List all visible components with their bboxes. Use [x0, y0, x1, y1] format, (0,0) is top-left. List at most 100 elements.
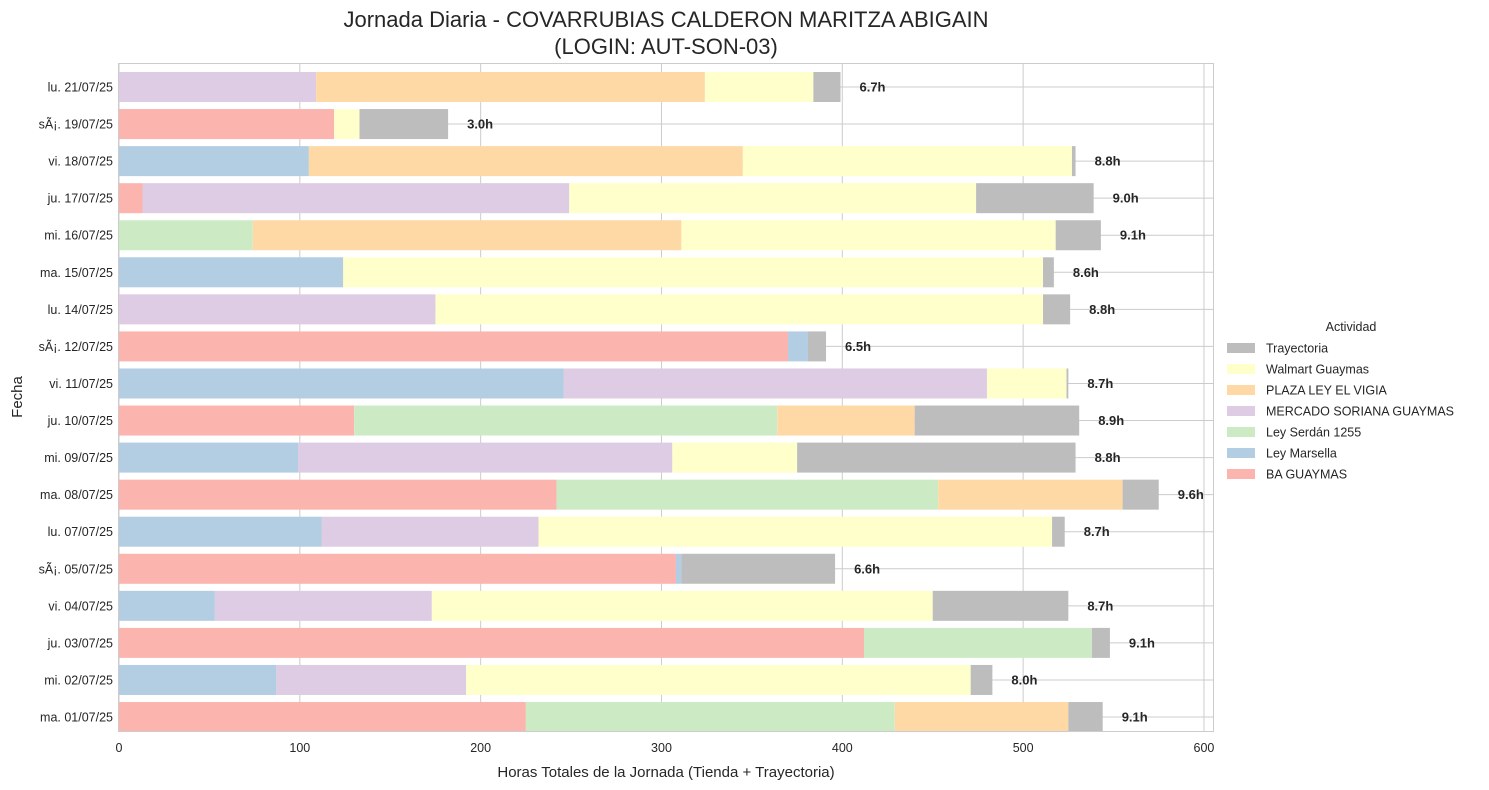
total-hours-label: 9.1h	[1120, 228, 1146, 243]
bar-segment	[431, 590, 933, 621]
bar-segment	[298, 442, 673, 473]
labels-layer: 6.7h 3.0h 8.8h 9.0h 9.1h 8.6h 8.8h 6.5h 8.7h 8.9h…	[467, 80, 1204, 725]
bar-segment	[556, 479, 939, 510]
bar-segment	[119, 220, 253, 251]
legend-entry: Ley Marsella	[1266, 447, 1337, 461]
total-hours-label: 3.0h	[467, 117, 493, 132]
total-hours-label: 9.0h	[1113, 191, 1139, 206]
x-tick-label: 400	[832, 741, 853, 755]
bar-segment	[214, 590, 432, 621]
bar-segment	[343, 257, 1044, 288]
total-hours-label: 8.8h	[1095, 450, 1121, 465]
bar-segment	[894, 702, 1069, 733]
bar-segment	[119, 590, 215, 621]
bar-segment	[788, 331, 808, 362]
x-tick-label: 500	[1013, 741, 1034, 755]
chart-title: Jornada Diaria - COVARRUBIAS CALDERON MA…	[343, 7, 988, 32]
bar-segment	[1122, 479, 1159, 510]
total-hours-label: 8.8h	[1089, 302, 1115, 317]
legend-swatch	[1227, 427, 1255, 437]
bar-segment	[1055, 220, 1101, 251]
bar-segment	[1043, 257, 1054, 288]
bar-segment	[672, 442, 798, 473]
bar-segment	[807, 331, 827, 362]
bar-segment	[119, 516, 322, 547]
bar-segment	[675, 553, 682, 584]
bar-segment	[119, 146, 309, 177]
legend-swatch	[1227, 343, 1255, 353]
bar-segment	[1068, 702, 1103, 733]
total-hours-label: 8.7h	[1087, 598, 1113, 613]
legend-entry: Trayectoria	[1266, 342, 1328, 356]
y-tick-label: ju. 17/07/25	[47, 192, 113, 206]
legend-entry: Walmart Guaymas	[1266, 363, 1369, 377]
legend-entry: BA GUAYMAS	[1266, 468, 1347, 482]
bar-segment	[321, 516, 539, 547]
total-hours-label: 8.0h	[1011, 672, 1037, 687]
bar-segment	[119, 368, 564, 399]
bar-segment	[569, 183, 977, 214]
x-tick-labels: 0 100 200 300 400 500 600	[116, 741, 1215, 755]
y-tick-label: sÃ¡. 05/07/25	[39, 562, 113, 576]
bar-segment	[914, 405, 1080, 436]
bar-segment	[308, 146, 743, 177]
bar-segment	[119, 405, 355, 436]
total-hours-label: 8.7h	[1087, 376, 1113, 391]
bar-segment	[354, 405, 778, 436]
bar-segment	[119, 183, 143, 214]
bar-segment	[119, 702, 526, 733]
legend-swatch	[1227, 364, 1255, 374]
legend-swatch	[1227, 406, 1255, 416]
total-hours-label: 9.1h	[1129, 635, 1155, 650]
bar-segment	[538, 516, 1053, 547]
bar-segment	[976, 183, 1094, 214]
y-tick-label: mi. 02/07/25	[44, 673, 113, 687]
bar-segment	[970, 664, 993, 695]
y-tick-label: sÃ¡. 12/07/25	[39, 340, 113, 354]
bar-segment	[119, 72, 317, 102]
y-tick-label: ma. 08/07/25	[40, 488, 113, 502]
bar-segment	[813, 72, 841, 102]
bar-segment	[681, 553, 836, 584]
y-tick-label: vi. 18/07/25	[48, 155, 113, 169]
y-axis-label: Fecha	[9, 376, 26, 418]
y-tick-label: ma. 15/07/25	[40, 266, 113, 280]
y-tick-label: ju. 10/07/25	[47, 414, 113, 428]
bar-segment	[563, 368, 987, 399]
x-tick-label: 100	[289, 741, 310, 755]
legend-entry: PLAZA LEY EL VIGIA	[1266, 384, 1388, 398]
bar-segment	[932, 590, 1069, 621]
bar-segment	[938, 479, 1123, 510]
legend-swatch	[1227, 448, 1255, 458]
bar-segment	[119, 257, 344, 288]
bar-segment	[252, 220, 682, 251]
x-axis-label: Horas Totales de la Jornada (Tienda + Tr…	[497, 764, 834, 781]
bar-segment	[704, 72, 814, 102]
total-hours-label: 6.5h	[845, 339, 871, 354]
y-tick-label: ma. 01/07/25	[40, 711, 113, 725]
bar-segment	[359, 109, 449, 140]
bar-segment	[316, 72, 705, 102]
plot-frame	[118, 63, 1214, 732]
x-tick-label: 300	[651, 741, 672, 755]
y-tick-labels: lu. 21/07/25 sÃ¡. 19/07/25 vi. 18/07/25 ju.…	[39, 81, 113, 725]
y-tick-label: mi. 16/07/25	[44, 229, 113, 243]
total-hours-label: 6.6h	[854, 561, 880, 576]
bar-segment	[986, 368, 1067, 399]
bar-segment	[466, 664, 971, 695]
bar-segment	[1091, 627, 1110, 658]
bar-segment	[864, 627, 1092, 658]
legend-entry: MERCADO SORIANA GUAYMAS	[1266, 405, 1454, 419]
bar-segment	[142, 183, 570, 214]
bar-segment	[777, 405, 915, 436]
y-tick-label: vi. 11/07/25	[49, 377, 113, 391]
legend-swatch	[1227, 385, 1255, 395]
bar-segment	[276, 664, 467, 695]
total-hours-label: 9.1h	[1122, 710, 1148, 725]
total-hours-label: 8.8h	[1095, 154, 1121, 169]
x-tick-label: 0	[116, 741, 123, 755]
legend-entry: Ley Serdán 1255	[1266, 426, 1361, 440]
bar-segment	[119, 664, 277, 695]
y-tick-label: sÃ¡. 19/07/25	[39, 118, 113, 132]
y-tick-label: lu. 14/07/25	[48, 303, 113, 317]
